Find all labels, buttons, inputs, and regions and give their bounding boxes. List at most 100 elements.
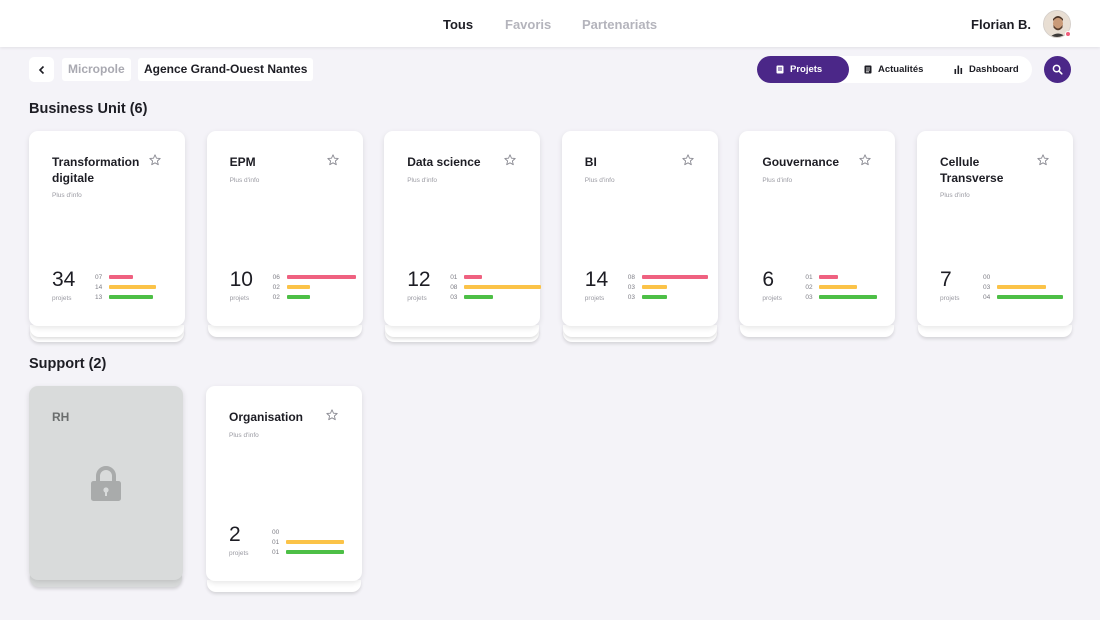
project-count-label: projets	[229, 295, 250, 302]
top-bar	[0, 0, 1100, 47]
status-bar-row: 04	[983, 292, 1063, 302]
project-count: 34	[52, 268, 76, 291]
user-name[interactable]: Florian B.	[971, 17, 1031, 32]
status-bar	[109, 295, 153, 299]
card-title: Cellule Transverse	[940, 155, 1004, 185]
nav-tab-favoris[interactable]: Favoris	[505, 17, 552, 32]
project-card[interactable]: EPM Plus d'info 10 projets 06 02 02	[206, 131, 363, 341]
status-bar-row: 02	[273, 292, 310, 302]
project-card[interactable]: Data science Plus d'info 12 projets 01 08 03	[384, 131, 542, 342]
status-bar	[641, 275, 708, 279]
status-bar	[464, 275, 483, 279]
status-bar-row: 13	[95, 292, 153, 302]
locked-card-rh: RH	[29, 386, 183, 580]
status-bar-row: 00	[272, 527, 286, 537]
locked-card-title: RH	[52, 410, 70, 424]
status-count: 14	[95, 283, 103, 291]
card-stack-layer	[740, 325, 895, 337]
status-bar	[641, 295, 667, 299]
status-count: 02	[272, 283, 280, 291]
project-card[interactable]: Organisation Plus d'info 2 projets 00 01 01	[206, 386, 362, 596]
document-icon	[776, 65, 784, 74]
project-count-label: projets	[52, 295, 72, 302]
status-count: 02	[272, 293, 280, 301]
card-title: Transformation digitale	[52, 155, 140, 185]
status-count: 00	[272, 528, 280, 536]
card-title: EPM	[229, 155, 256, 169]
card-more-info-link[interactable]: Plus d'info	[940, 192, 970, 199]
nav-tab-tous[interactable]: Tous	[443, 17, 474, 32]
status-bar-row: 08	[628, 272, 708, 282]
status-count: 08	[627, 273, 636, 281]
nav-tab-partenariats[interactable]: Partenariats	[582, 17, 658, 32]
tab-actualites[interactable]: Actualités	[864, 56, 923, 83]
card-body[interactable]: Data science Plus d'info 12 projets 01 08 03	[384, 131, 542, 326]
tab-projets[interactable]: Projets	[757, 56, 849, 83]
card-body[interactable]: Organisation Plus d'info 2 projets 00 01 01	[206, 386, 362, 581]
tab-dashboard[interactable]: Dashboard	[954, 56, 1019, 83]
status-bar-row: 03	[628, 292, 667, 302]
card-body[interactable]: Gouvernance Plus d'info 6 projets 01 02 03	[739, 131, 896, 326]
status-count: 02	[805, 283, 813, 291]
project-count: 7	[940, 268, 952, 291]
star-icon[interactable]	[859, 153, 872, 171]
status-bar	[819, 275, 839, 279]
status-count: 00	[983, 273, 991, 281]
project-card[interactable]: Gouvernance Plus d'info 6 projets 01 02 03	[739, 131, 896, 341]
project-count-label: projets	[407, 295, 427, 302]
card-stack-layer	[207, 325, 362, 337]
status-count: 01	[450, 273, 458, 281]
status-bar-row: 03	[450, 292, 494, 302]
card-more-info-link[interactable]: Plus d'info	[52, 192, 82, 199]
status-bar	[819, 285, 858, 289]
star-icon[interactable]	[326, 408, 338, 426]
star-icon[interactable]	[149, 153, 161, 171]
status-bar	[997, 295, 1063, 299]
project-count: 14	[584, 268, 609, 291]
news-icon	[864, 65, 872, 74]
search-icon	[1052, 64, 1063, 75]
card-more-info-link[interactable]: Plus d'info	[407, 177, 437, 184]
star-icon[interactable]	[326, 153, 339, 171]
project-count: 6	[762, 268, 775, 291]
card-title: Gouvernance	[762, 155, 840, 169]
card-more-info-link[interactable]: Plus d'info	[762, 177, 793, 184]
status-bar	[109, 285, 156, 289]
project-card[interactable]: Transformation digitale Plus d'info 34 proj…	[29, 131, 185, 342]
status-count: 13	[95, 293, 103, 301]
project-card[interactable]: Cellule Transverse Plus d'info 7 projets 00 0…	[917, 131, 1073, 341]
status-bar-row: 01	[272, 537, 344, 547]
status-bar-row: 07	[95, 272, 133, 282]
star-icon[interactable]	[1037, 153, 1049, 171]
status-bar	[286, 540, 344, 544]
card-body[interactable]: Transformation digitale Plus d'info 34 proj…	[29, 131, 185, 326]
chevron-left-icon	[38, 65, 44, 74]
lock-icon	[91, 466, 121, 501]
project-card[interactable]: BI Plus d'info 14 projets 08 03 03	[561, 131, 718, 342]
status-bar-row: 06	[273, 272, 356, 282]
card-more-info-link[interactable]: Plus d'info	[229, 432, 259, 439]
card-stack-layer	[918, 325, 1072, 337]
card-title: Organisation	[229, 410, 304, 424]
section-title-business-unit: Business Unit (6)	[29, 101, 148, 117]
breadcrumb-parent[interactable]: Micropole	[62, 58, 131, 81]
tab-projets-label: Projets	[790, 64, 823, 75]
card-body[interactable]: BI Plus d'info 14 projets 08 03 03	[561, 131, 718, 326]
card-body[interactable]: Cellule Transverse Plus d'info 7 projets 00 0…	[917, 131, 1073, 326]
star-icon[interactable]	[682, 153, 694, 171]
status-count: 03	[627, 293, 636, 301]
status-bar	[286, 275, 356, 279]
status-bar	[286, 285, 310, 289]
status-bar-row: 14	[95, 282, 156, 292]
status-bar	[286, 295, 310, 299]
search-button[interactable]	[1044, 56, 1071, 83]
status-count: 01	[272, 538, 280, 546]
card-more-info-link[interactable]: Plus d'info	[229, 177, 260, 184]
status-bar	[109, 275, 133, 279]
star-icon[interactable]	[504, 153, 516, 171]
card-body[interactable]: EPM Plus d'info 10 projets 06 02 02	[206, 131, 363, 326]
project-count: 12	[407, 268, 431, 291]
status-bar	[641, 285, 667, 289]
back-button[interactable]	[29, 57, 54, 82]
card-more-info-link[interactable]: Plus d'info	[584, 177, 615, 184]
